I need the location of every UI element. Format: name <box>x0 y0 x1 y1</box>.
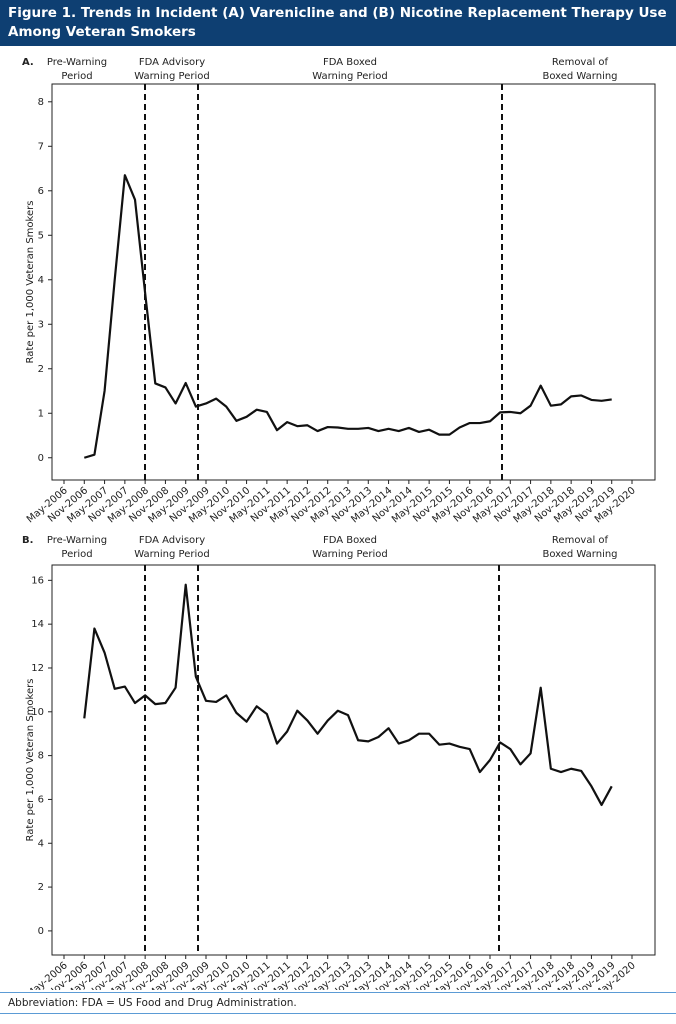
period-label: Removal of <box>552 57 609 68</box>
data-line <box>83 174 612 459</box>
period-label: Boxed Warning <box>542 71 617 82</box>
figure-title: Figure 1. Trends in Incident (A) Varenic… <box>0 0 676 46</box>
y-tick-label: 14 <box>31 619 44 630</box>
y-tick-label: 8 <box>38 751 44 762</box>
period-label: Pre-Warning <box>47 57 107 68</box>
panel-label: B. <box>22 535 33 546</box>
y-tick-label: 12 <box>31 663 44 674</box>
y-tick-label: 4 <box>38 838 44 849</box>
period-label: Warning Period <box>134 549 209 560</box>
plot-frame <box>51 564 656 956</box>
y-tick-label: 0 <box>38 453 44 464</box>
period-label: Boxed Warning <box>542 549 617 560</box>
y-tick-label: 2 <box>38 364 44 375</box>
data-line <box>83 583 613 807</box>
panel-label: A. <box>22 57 34 68</box>
period-label: Warning Period <box>134 71 209 82</box>
period-label: Pre-Warning <box>47 535 107 546</box>
period-label: Period <box>61 71 92 82</box>
y-tick-label: 4 <box>38 275 44 286</box>
period-label: Period <box>61 549 92 560</box>
y-tick-label: 6 <box>38 794 44 805</box>
y-tick-label: 10 <box>31 707 44 718</box>
y-tick-label: 1 <box>38 408 44 419</box>
y-tick-label: 8 <box>38 97 44 108</box>
period-label: FDA Boxed <box>323 57 377 68</box>
y-axis-label: Rate per 1,000 Veteran Smokers <box>25 201 36 364</box>
y-tick-label: 6 <box>38 186 44 197</box>
y-tick-label: 7 <box>38 141 44 152</box>
period-label: FDA Advisory <box>139 57 205 68</box>
footnote: Abbreviation: FDA = US Food and Drug Adm… <box>0 992 676 1014</box>
plot-frame <box>51 83 656 481</box>
period-label: Removal of <box>552 535 609 546</box>
y-tick-label: 16 <box>31 575 44 586</box>
y-axis-label: Rate per 1,000 Veteran Smokers <box>25 679 36 842</box>
period-label: FDA Boxed <box>323 535 377 546</box>
y-tick-label: 0 <box>38 926 44 937</box>
y-tick-label: 2 <box>38 882 44 893</box>
period-label: Warning Period <box>312 71 387 82</box>
period-label: Warning Period <box>312 549 387 560</box>
y-tick-label: 5 <box>38 230 44 241</box>
chart: A. Pre-Warning Period FDA Advisory Warning P… <box>22 57 656 990</box>
y-tick-label: 3 <box>38 319 44 330</box>
period-label: FDA Advisory <box>139 535 205 546</box>
